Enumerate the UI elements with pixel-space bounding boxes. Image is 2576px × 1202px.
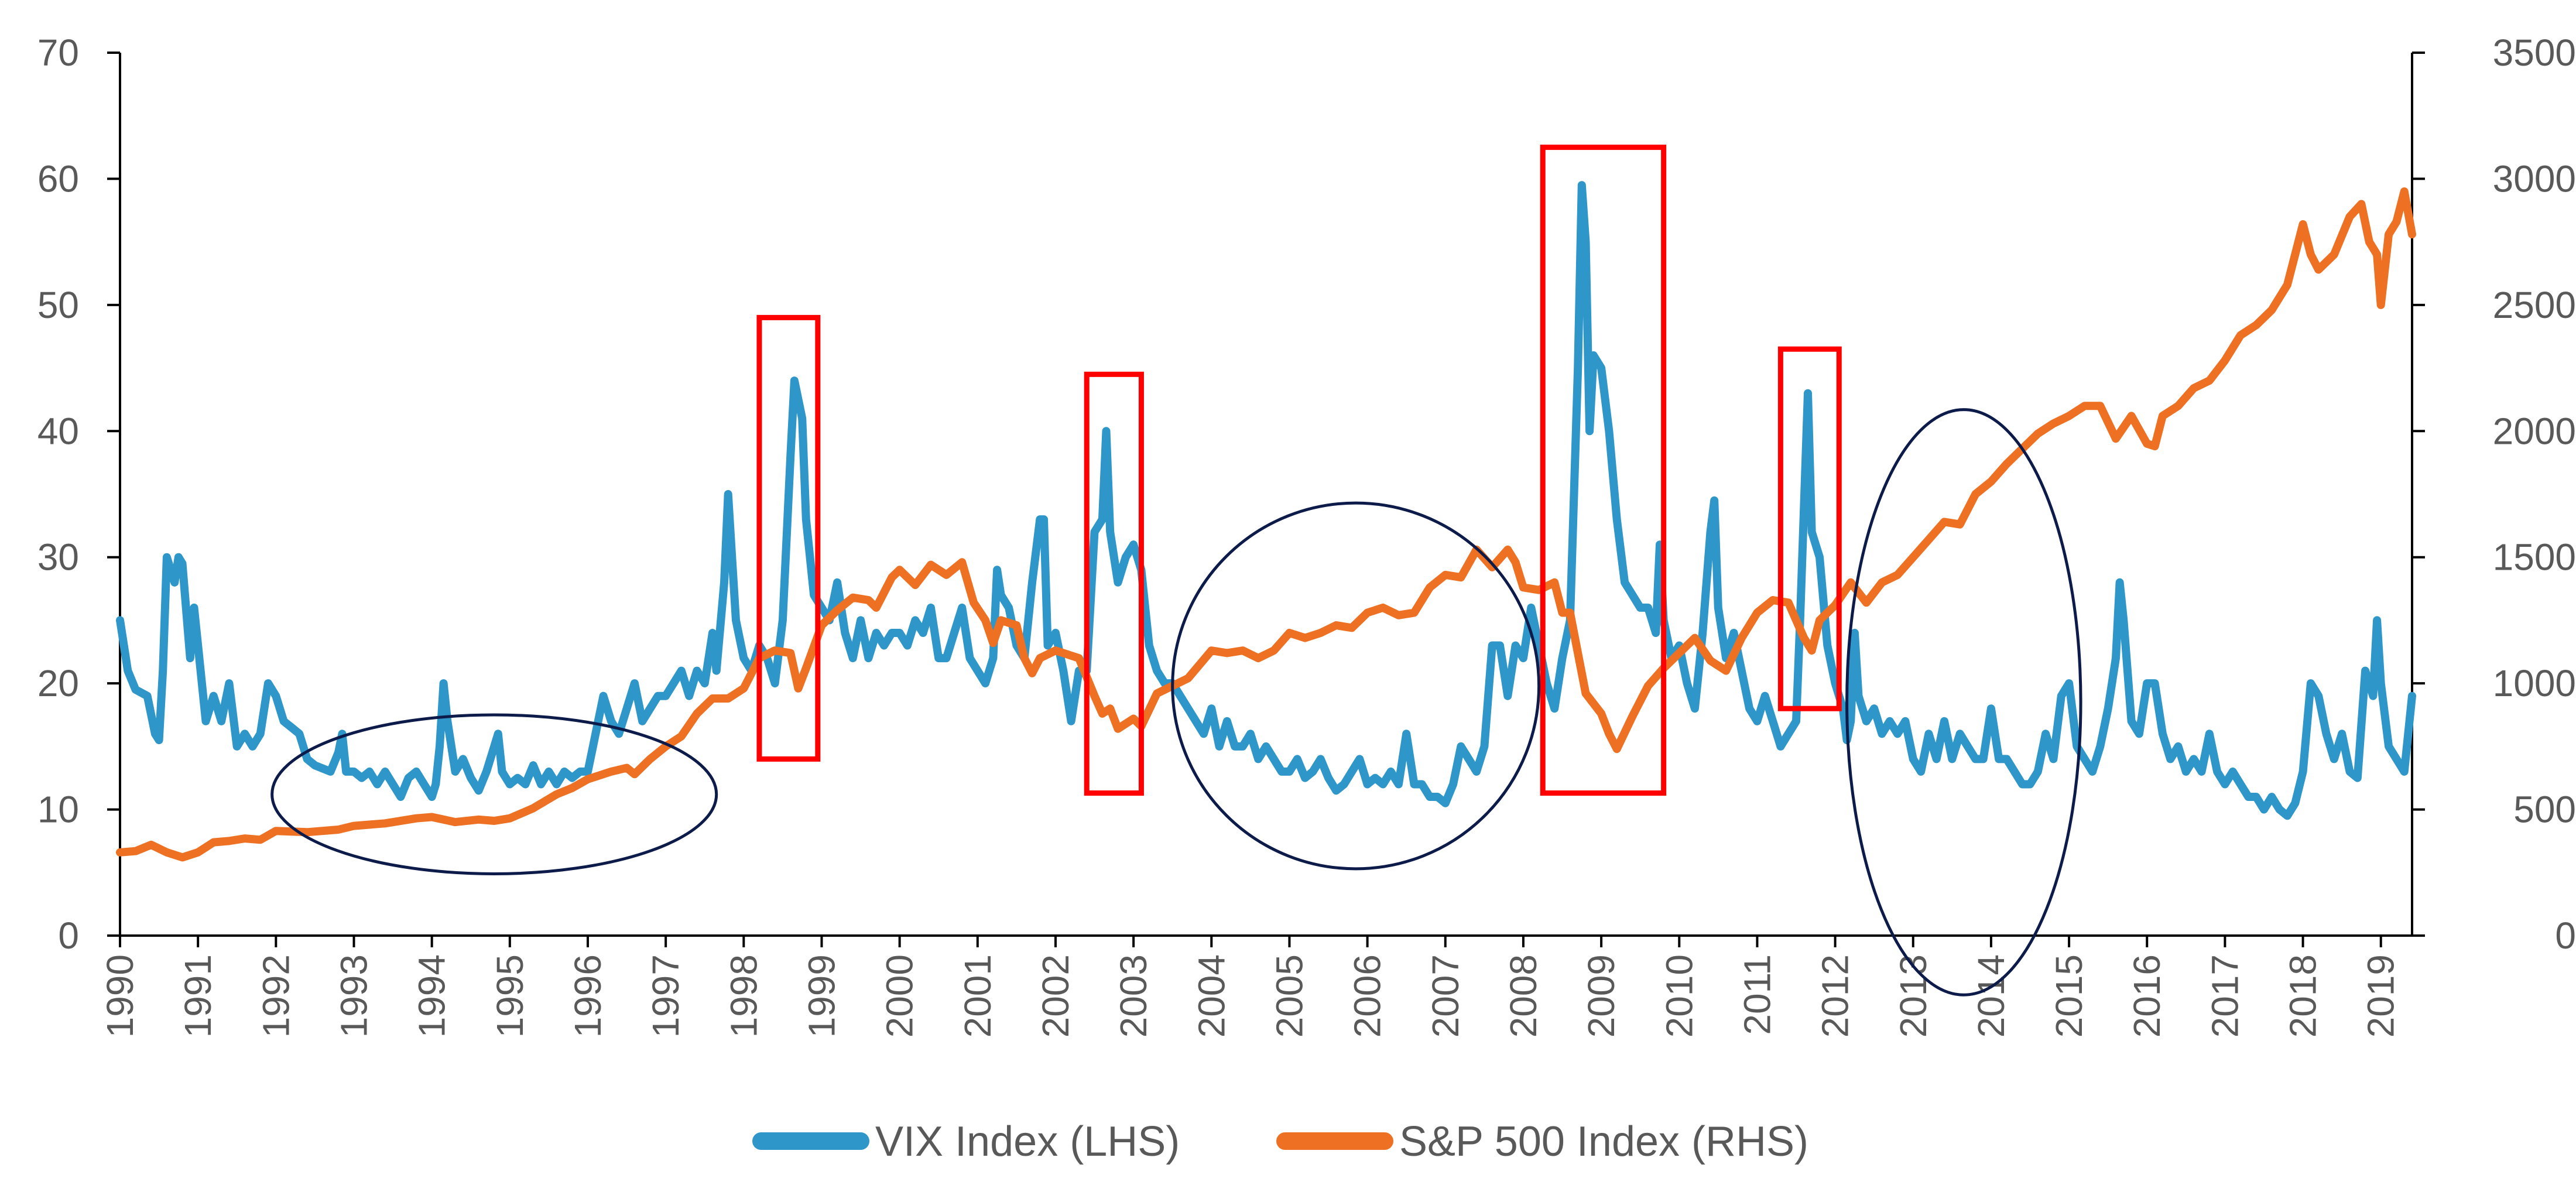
x-tick-label: 2002 [1034,954,1077,1037]
annotations [270,145,2082,996]
x-tick-label: 2004 [1190,954,1232,1037]
right-y-tick-label: 500 [2513,789,2576,831]
right-y-tick-label: 0 [2555,915,2576,957]
x-tick-label: 2007 [1424,954,1467,1037]
left-y-tick-label: 70 [37,32,79,74]
left-y-tick-label: 60 [37,157,79,200]
left-y-tick-label: 20 [37,662,79,704]
left-y-tick-label: 30 [37,536,79,578]
x-tick-label: 2001 [957,954,999,1037]
right-y-tick-label: 3000 [2493,157,2576,200]
highlight-box [1777,346,1842,711]
series-lines [116,181,2416,862]
x-tick-label: 2018 [2282,954,2324,1037]
right-y-tick-label: 3500 [2493,32,2576,74]
axes: 0 10 20 30 40 50 60 70 0 500 1000 1500 2000 2500 3000 3… [37,32,2576,1037]
vix-line [116,181,2416,820]
legend-spx-label: S&P 500 Index (RHS) [1399,1118,1808,1165]
legend-vix-label: VIX Index (LHS) [875,1118,1180,1165]
x-tick-label: 2009 [1580,954,1622,1037]
left-y-tick-label: 50 [37,284,79,326]
calm-period-ellipse [1845,408,2082,996]
x-tick-label: 1998 [722,954,765,1037]
right-y-tick-label: 1500 [2493,536,2576,578]
left-y-tick-label: 0 [58,915,79,957]
x-tick-label: 2016 [2126,954,2168,1037]
x-tick-label: 1994 [411,954,453,1037]
highlight-box [1540,145,1667,796]
right-y-tick-label: 1000 [2493,662,2576,704]
spx-line [116,187,2416,862]
x-tick-label: 2011 [1736,954,1778,1035]
x-tick-label: 1991 [177,954,219,1037]
x-tick-label: 1993 [333,954,375,1037]
calm-period-ellipse [270,713,718,875]
x-tick-label: 2000 [879,954,921,1037]
x-tick-label: 1990 [99,954,141,1037]
x-tick-label: 1995 [489,954,531,1037]
x-tick-label: 2008 [1502,954,1544,1037]
left-y-tick-label: 40 [37,410,79,452]
x-tick-label: 2014 [1970,954,2012,1037]
x-tick-label: 2003 [1112,954,1155,1037]
right-y-tick-label: 2500 [2493,284,2576,326]
x-tick-label: 1996 [567,954,609,1037]
x-tick-label: 2006 [1347,954,1389,1037]
legend: VIX Index (LHS) S&P 500 Index (RHS) [752,1118,1808,1165]
highlight-box [756,314,821,762]
left-y-tick-label: 10 [37,789,79,831]
highlight-box [1084,371,1144,796]
x-tick-label: 1997 [645,954,687,1037]
x-tick-label: 2015 [2048,954,2090,1037]
right-y-tick-label: 2000 [2493,410,2576,452]
x-tick-label: 2005 [1268,954,1310,1037]
x-tick-label: 2019 [2360,954,2402,1037]
calm-period-ellipse [1171,501,1541,871]
x-tick-label: 2017 [2204,954,2246,1037]
x-tick-label: 2010 [1658,954,1700,1037]
x-tick-label: 1999 [800,954,842,1037]
x-tick-label: 2012 [1814,954,1856,1037]
x-tick-label: 1992 [255,954,297,1037]
